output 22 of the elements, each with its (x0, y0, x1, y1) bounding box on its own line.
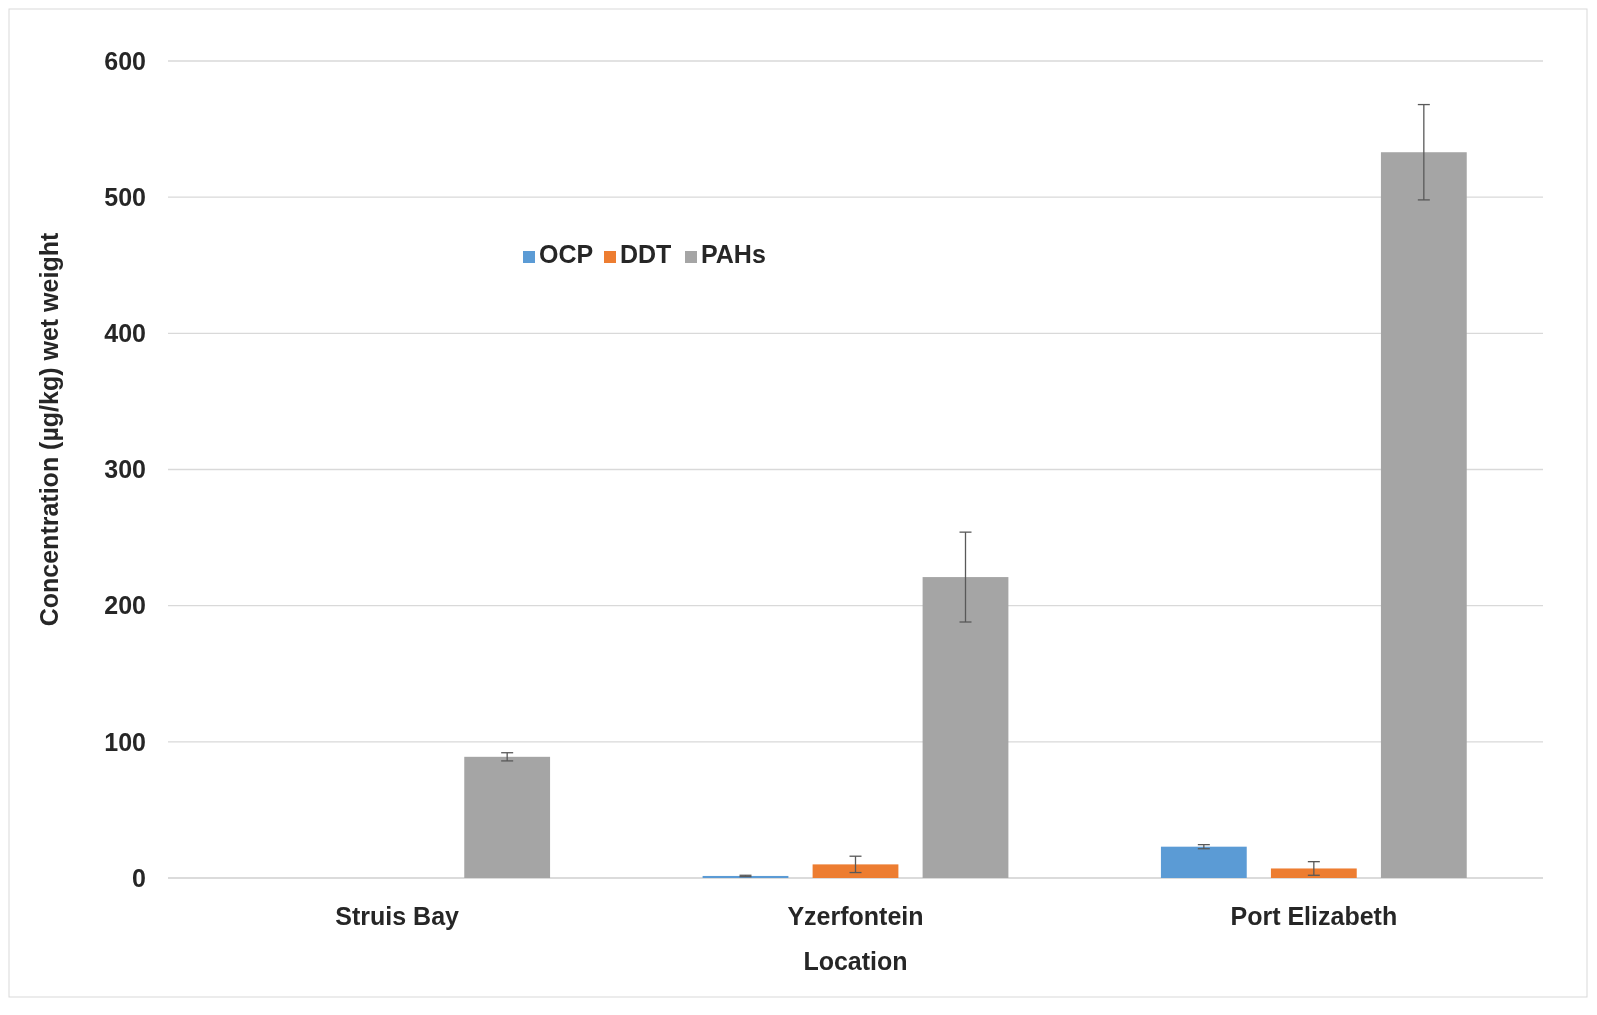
y-axis-title: Concentration (µg/kg) wet weight (35, 232, 63, 627)
bar (1270, 868, 1357, 878)
y-tick-label: 400 (104, 319, 146, 348)
y-tick-label: 0 (132, 863, 146, 892)
legend-label: PAHs (701, 240, 766, 268)
y-tick-label: 500 (104, 182, 146, 211)
bar (1160, 846, 1247, 878)
x-tick-label: Port Elizabeth (1230, 902, 1398, 930)
legend-label: OCP (539, 240, 594, 268)
bar (1380, 152, 1467, 878)
y-tick-label: 600 (104, 46, 146, 75)
bar (464, 756, 551, 878)
y-tick-label: 200 (104, 591, 146, 620)
y-tick-label: 100 (104, 727, 146, 756)
y-tick-label: 300 (104, 455, 146, 484)
x-axis-title: Location (803, 947, 908, 975)
bar (922, 577, 1009, 878)
x-tick-label: Struis Bay (335, 902, 460, 930)
bar (702, 875, 789, 878)
x-tick-label: Yzerfontein (787, 902, 924, 930)
bar (812, 864, 899, 878)
legend-label: DDT (620, 240, 672, 268)
